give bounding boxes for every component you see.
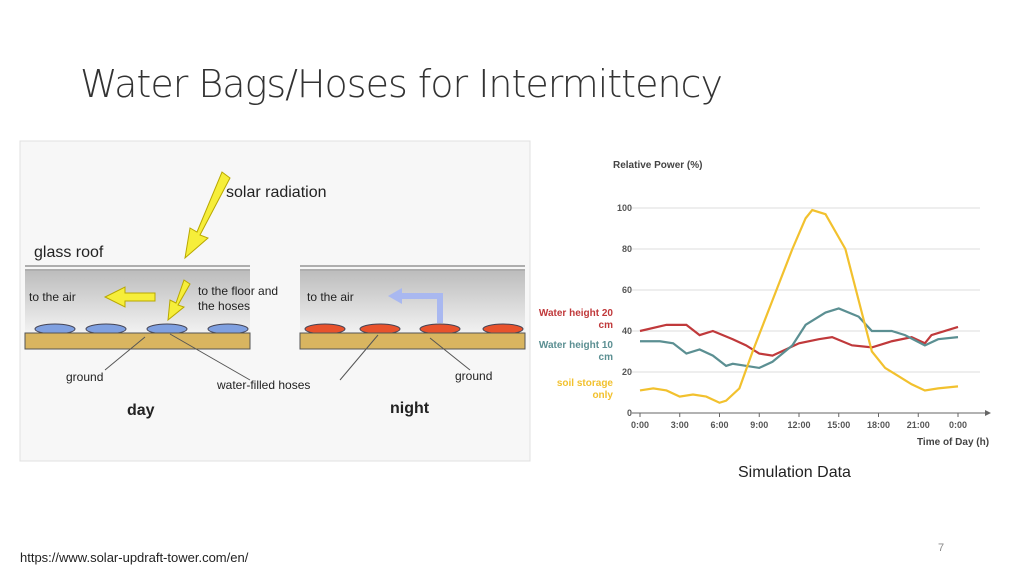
night-panel <box>299 265 526 381</box>
slide-title: Water Bags/Hoses for Intermittency <box>80 62 723 106</box>
x-tick-label: 21:00 <box>907 420 930 430</box>
label: ground <box>455 369 493 383</box>
x-axis-arrow <box>985 410 991 416</box>
x-axis-title: Time of Day (h) <box>917 437 990 448</box>
series-line <box>640 307 959 370</box>
label: to the floor and the hoses <box>198 284 279 313</box>
day-panel <box>24 171 251 381</box>
label: water-filled hoses <box>217 378 311 392</box>
series-line <box>639 208 959 404</box>
y-tick-label: 60 <box>622 285 632 295</box>
y-tick-label: 0 <box>627 408 632 418</box>
x-tick-label: 0:00 <box>949 420 967 430</box>
footer: https://www.solar-updraft-tower.com/en/ <box>20 550 249 565</box>
x-tick-label: 0:00 <box>631 420 649 430</box>
y-axis-title: Relative Power (%) <box>613 160 703 171</box>
label: to the air <box>29 290 76 304</box>
x-tick-label: 3:00 <box>671 420 689 430</box>
x-tick-label: 15:00 <box>827 420 850 430</box>
y-tick-label: 100 <box>617 203 632 213</box>
label: day <box>127 402 155 419</box>
series-line <box>639 323 959 357</box>
label: solar radiation <box>226 184 327 201</box>
label: night <box>390 400 430 417</box>
y-tick-label: 20 <box>622 367 632 377</box>
legend-label: soil storage only <box>556 378 613 401</box>
label: to the air <box>307 290 354 304</box>
label: ground <box>66 370 104 384</box>
x-tick-label: 12:00 <box>787 420 810 430</box>
legend-label: Water height 20 cm <box>538 308 613 331</box>
y-tick-label: 40 <box>622 326 632 336</box>
page-number: 7 <box>938 542 945 554</box>
caption: Simulation Data <box>738 464 851 481</box>
x-tick-label: 6:00 <box>710 420 728 430</box>
y-tick-label: 80 <box>622 244 632 254</box>
legend-label: Water height 10 cm <box>538 340 613 363</box>
chart: 0 20 40 60 80 100 0:00 3:00 6:00 9:00 12:00 15:00 18… <box>617 203 991 430</box>
label: glass roof <box>34 244 104 261</box>
x-tick-label: 9:00 <box>750 420 768 430</box>
x-tick-label: 18:00 <box>867 420 890 430</box>
